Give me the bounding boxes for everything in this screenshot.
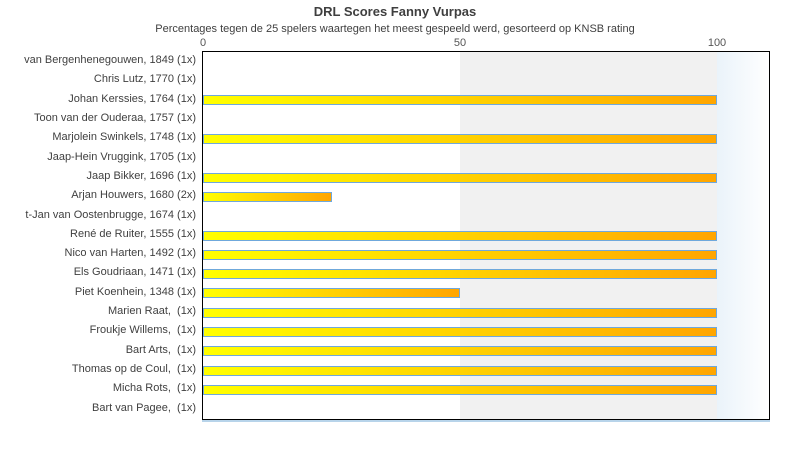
category-label: Toon van der Ouderaa, 1757 (1x) <box>33 111 196 124</box>
category-label: Arjan Houwers, 1680 (2x) <box>71 189 196 202</box>
category-label: Marjolein Swinkels, 1748 (1x) <box>52 131 196 144</box>
plot-area <box>202 51 770 420</box>
bar <box>203 346 717 357</box>
chart-subtitle: Percentages tegen de 25 spelers waartege… <box>155 23 635 35</box>
x-tick-label: 0 <box>199 37 207 49</box>
bar <box>203 288 460 299</box>
bar <box>203 230 717 241</box>
bar <box>203 327 717 338</box>
category-label: t-Jan van Oostenbrugge, 1674 (1x) <box>25 208 196 221</box>
bar <box>203 365 717 376</box>
category-label: Marien Raat, (1x) <box>107 305 196 318</box>
category-label: Els Goudriaan, 1471 (1x) <box>73 266 196 279</box>
x-tick-label: 50 <box>453 37 467 49</box>
bar <box>203 385 717 396</box>
category-label: Nico van Harten, 1492 (1x) <box>64 247 196 260</box>
bar <box>203 269 717 280</box>
bar <box>203 191 332 202</box>
bar <box>203 95 717 106</box>
category-label: Bart van Pagee, (1x) <box>92 401 196 414</box>
category-label: van Bergenhenegouwen, 1849 (1x) <box>24 54 196 66</box>
category-label: Bart Arts, (1x) <box>125 343 196 356</box>
category-label: Thomas op de Coul, (1x) <box>71 363 196 375</box>
background-band-right <box>717 52 769 419</box>
category-label: Froukje Willems, (1x) <box>89 324 196 337</box>
category-label: Johan Kerssies, 1764 (1x) <box>68 92 196 105</box>
bar <box>203 133 717 144</box>
category-label: Jaap Bikker, 1696 (1x) <box>86 169 196 182</box>
bar <box>203 307 717 318</box>
category-label: Chris Lutz, 1770 (1x) <box>93 73 196 86</box>
category-label: Micha Rots, (1x) <box>112 382 196 395</box>
category-label: Jaap-Hein Vruggink, 1705 (1x) <box>47 150 196 163</box>
bar <box>203 249 717 260</box>
category-labels-column: van Bergenhenegouwen, 1849 (1x) Chris Lut… <box>0 51 196 420</box>
x-tick-label: 100 <box>707 37 727 49</box>
bar <box>203 172 717 183</box>
category-label: René de Ruiter, 1555 (1x) <box>70 227 196 240</box>
category-label: Piet Koenhein, 1348 (1x) <box>74 285 196 298</box>
chart-title: DRL Scores Fanny Vurpas <box>313 4 477 19</box>
